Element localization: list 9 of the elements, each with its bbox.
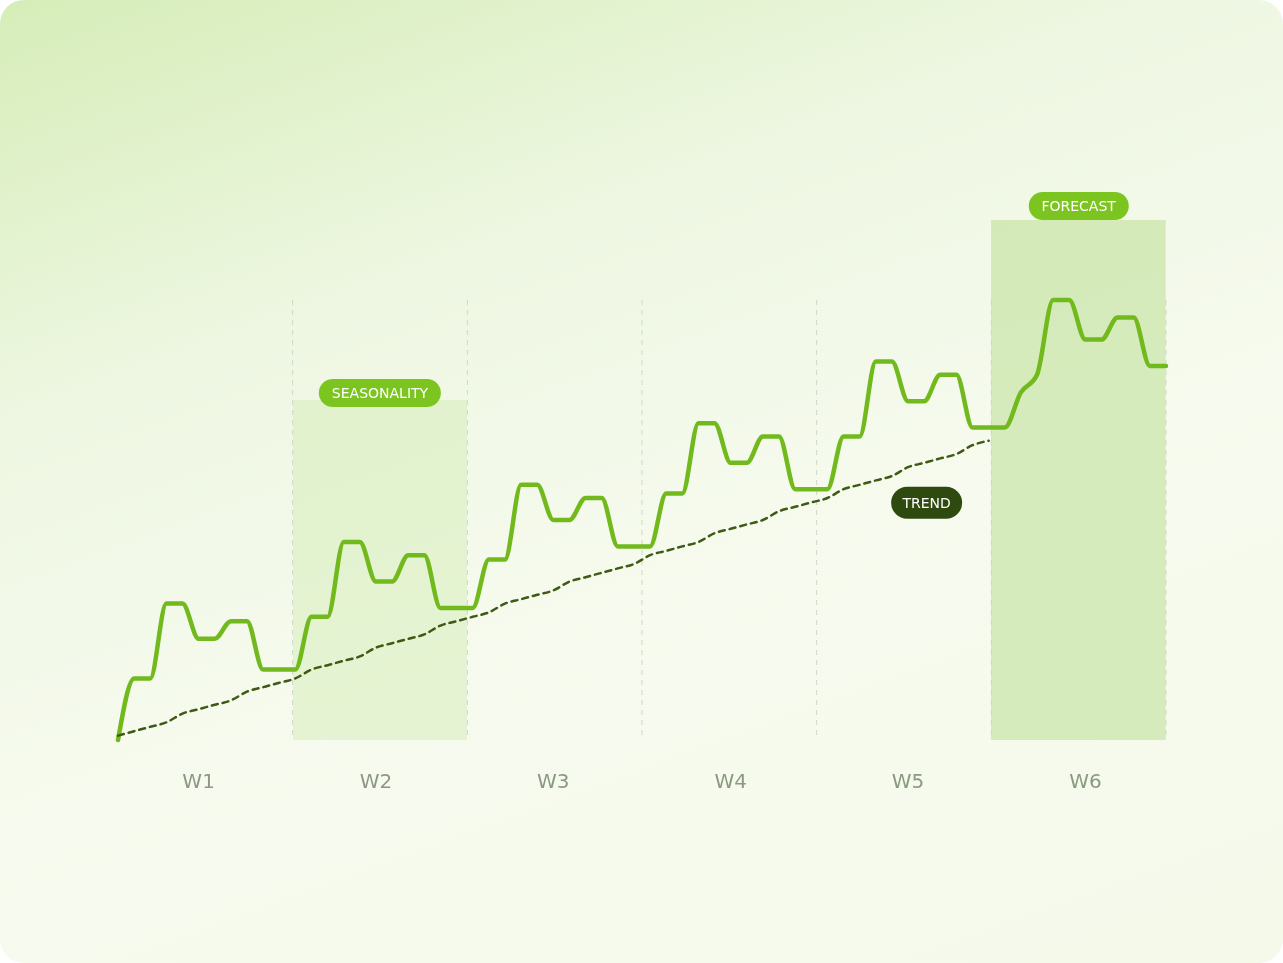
x-tick-label: W1 bbox=[182, 769, 215, 794]
x-tick-label: W3 bbox=[537, 769, 570, 794]
x-tick-label: W2 bbox=[359, 769, 393, 794]
annotation: SEASONALITY bbox=[318, 379, 442, 407]
x-tick-label: W4 bbox=[714, 769, 747, 794]
text: FORECAST bbox=[1028, 192, 1129, 220]
x-tick-label: W6 bbox=[1069, 769, 1102, 794]
annotation: TREND bbox=[901, 494, 951, 511]
x-tick-label: W5 bbox=[891, 769, 925, 794]
